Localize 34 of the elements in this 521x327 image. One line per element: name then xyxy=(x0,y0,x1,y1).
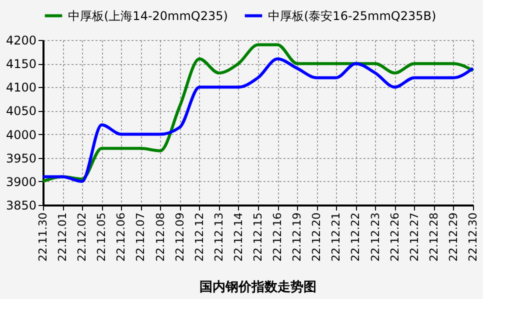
x-tick-label: 22.12.29 xyxy=(446,212,460,262)
legend-label: 中厚板(上海14-20mmQ235) xyxy=(68,8,228,23)
text: 国内钢价指数走势图 xyxy=(200,278,316,295)
x-tick-label: 22.12.26 xyxy=(388,212,402,262)
x-tick-label: 22.12.07 xyxy=(134,212,148,262)
x-tick-label: 22.12.12 xyxy=(192,212,206,262)
y-tick-label: 4150 xyxy=(6,57,36,72)
x-tick-label: 22.12.23 xyxy=(368,212,382,262)
x-tick-label: 22.12.19 xyxy=(290,212,304,262)
x-tick-label: 22.11.30 xyxy=(36,212,50,262)
x-tick-label: 22.12.05 xyxy=(95,212,108,262)
y-tick-label: 4050 xyxy=(6,104,36,118)
x-tick-label: 22.12.22 xyxy=(349,212,362,262)
x-tick-label: 22.12.30 xyxy=(466,212,480,262)
y-tick-label: 4100 xyxy=(6,80,36,95)
x-tick-label: 22.12.01 xyxy=(56,212,70,262)
legend-label: 中厚板(泰安16-25mmQ235B) xyxy=(268,8,436,23)
x-tick-label: 22.12.16 xyxy=(271,212,284,262)
x-tick-label: 22.12.21 xyxy=(330,212,343,262)
x-tick-label: 22.12.20 xyxy=(310,212,324,262)
x-tick-label: 22.12.28 xyxy=(427,212,440,262)
y-tick-label: 3850 xyxy=(6,198,36,212)
y-tick-label: 3900 xyxy=(6,174,36,189)
y-tick-label: 4000 xyxy=(6,128,36,142)
y-tick-label: 3950 xyxy=(6,151,36,166)
x-tick-label: 22.12.02 xyxy=(76,212,89,262)
x-tick-label: 22.12.06 xyxy=(114,212,128,262)
y-tick-label: 4200 xyxy=(6,34,36,48)
x-tick-label: 22.12.15 xyxy=(252,212,264,262)
x-tick-label: 22.12.27 xyxy=(408,212,421,262)
x-tick-label: 22.12.08 xyxy=(154,212,167,262)
x-tick-label: 22.12.09 xyxy=(173,212,186,262)
x-tick-label: 22.12.13 xyxy=(212,212,226,262)
x-tick-label: 22.12.14 xyxy=(232,212,245,262)
